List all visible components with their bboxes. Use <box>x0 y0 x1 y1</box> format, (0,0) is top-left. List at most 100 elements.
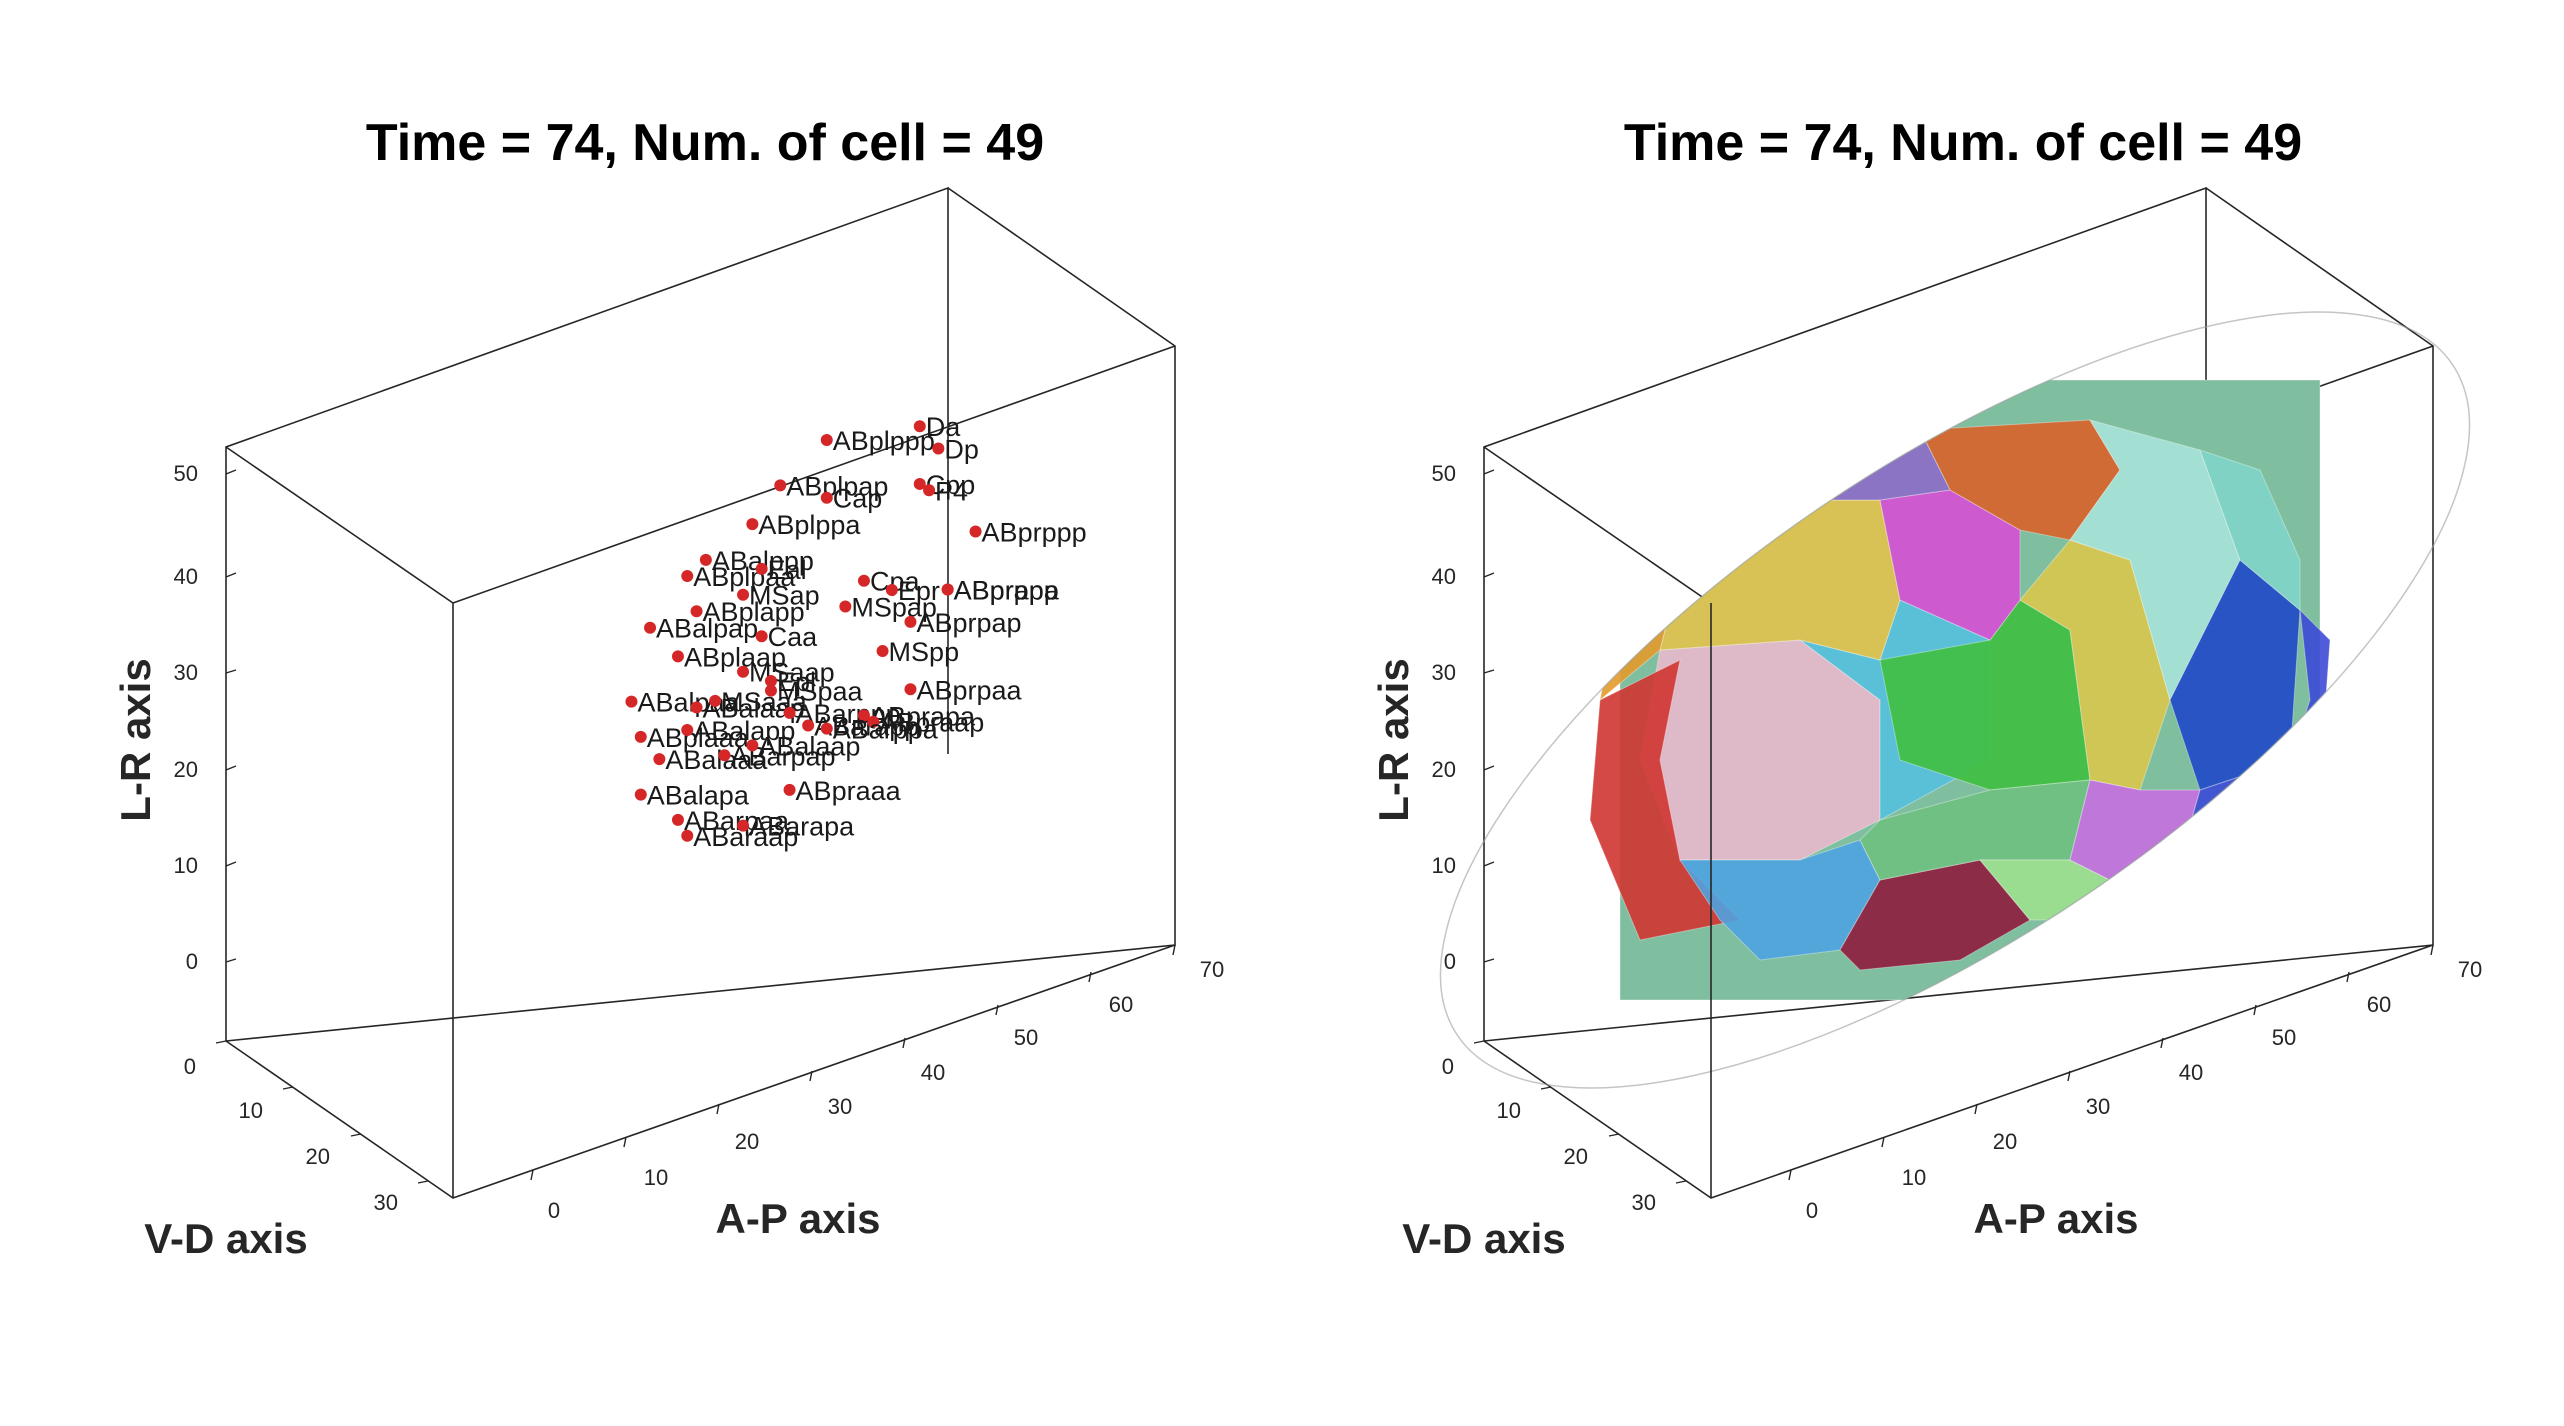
cell-point <box>737 588 750 601</box>
x-tick-label: 70 <box>1200 957 1224 982</box>
z-tick-label: 30 <box>1432 660 1456 685</box>
right-y-ticks: 0 10 20 30 <box>1442 1040 1687 1215</box>
cell-point <box>820 433 833 446</box>
cell-point <box>671 813 684 826</box>
y-tick-label: 30 <box>1632 1190 1656 1215</box>
x-tick-label: 20 <box>735 1129 759 1154</box>
cell-point-label: ABplppa <box>758 510 861 540</box>
cell-point <box>913 420 926 433</box>
cell-point <box>681 570 694 583</box>
cell-point-label: Cpp <box>926 470 976 500</box>
cell-point-label: Epl <box>777 667 816 697</box>
y-tick-label: 30 <box>374 1190 398 1215</box>
cell-point <box>941 583 954 596</box>
y-tick-label: 0 <box>184 1054 196 1079</box>
cell-point-label: ABprppp <box>982 517 1087 547</box>
cell-point <box>746 518 759 531</box>
cell-point <box>783 706 796 719</box>
cell-point-label: Da <box>926 412 961 442</box>
cell-point-label: ABarpaa <box>684 806 790 836</box>
cell-point-label: ABalaap <box>758 731 860 761</box>
cell-point <box>857 574 870 587</box>
left-plot: Time = 74, Num. of cell = 49 0 10 20 30 … <box>112 114 1224 1262</box>
cell-point-label: ABarapa <box>749 812 855 842</box>
cell-point <box>699 553 712 566</box>
cell-point <box>737 665 750 678</box>
cell-point <box>746 739 759 752</box>
y-tick-label: 20 <box>1564 1144 1588 1169</box>
z-tick-label: 40 <box>1432 564 1456 589</box>
cell-point <box>857 709 870 722</box>
cell-point <box>764 675 777 688</box>
cell-point <box>690 701 703 714</box>
left-chart-title: Time = 74, Num. of cell = 49 <box>366 114 1044 172</box>
cell-point-label: ABalpap <box>656 614 758 644</box>
cell-region <box>1659 499 1901 661</box>
cell-point <box>904 683 917 696</box>
right-x-ticks: 0 10 20 30 40 50 60 70 <box>1788 944 2482 1223</box>
cell-point <box>755 630 768 643</box>
cell-point <box>932 442 945 455</box>
x-tick-label: 40 <box>2179 1060 2203 1085</box>
cell-point-label: ABplpaa <box>693 562 796 592</box>
left-x-ticks: 0 10 20 30 40 50 60 70 <box>530 944 1224 1223</box>
x-tick-label: 30 <box>828 1094 852 1119</box>
right-z-ticks: 0 10 20 30 40 50 <box>1432 461 1495 974</box>
cell-point <box>764 684 777 697</box>
x-tick-label: 0 <box>1806 1198 1818 1223</box>
cell-point <box>644 621 657 634</box>
cell-point-label: ABprapp <box>954 575 1059 605</box>
cell-point-label: ABalpaa <box>637 688 740 718</box>
cell-point-label: Dp <box>944 434 979 464</box>
x-tick-label: 50 <box>1014 1025 1038 1050</box>
z-tick-label: 40 <box>174 564 198 589</box>
cell-point <box>634 730 647 743</box>
cell-point <box>774 479 787 492</box>
z-tick-label: 50 <box>174 461 198 486</box>
cell-point <box>969 525 982 538</box>
right-y-axis-label: V-D axis <box>1402 1215 1565 1262</box>
z-tick-label: 0 <box>1444 949 1456 974</box>
x-tick-label: 0 <box>548 1198 560 1223</box>
cell-point-label: ABalapp <box>693 716 795 746</box>
cell-point <box>802 719 815 732</box>
z-tick-label: 0 <box>186 949 198 974</box>
cell-region <box>2199 449 2301 612</box>
cell-point <box>737 819 750 832</box>
cell-region <box>2069 779 2201 881</box>
cell-point-label: ABplapp <box>703 597 805 627</box>
cell-point-label: ABprpap <box>916 608 1021 638</box>
cell-point <box>913 477 926 490</box>
cell-point <box>783 783 796 796</box>
cell-region <box>1778 429 1951 501</box>
cell-point-label: ABplaaa <box>647 723 750 753</box>
z-tick-label: 30 <box>174 660 198 685</box>
cell-point <box>904 615 917 628</box>
cell-point-label: P4 <box>935 476 968 506</box>
left-x-axis-label: A-P axis <box>716 1195 881 1242</box>
cell-point <box>867 715 880 728</box>
left-points-layer: ABplpppDaABplpapDpABplppaCapABalpppCppP4… <box>625 412 1087 852</box>
z-tick-label: 10 <box>1432 853 1456 878</box>
cell-point <box>653 753 666 766</box>
y-tick-label: 20 <box>306 1144 330 1169</box>
x-tick-label: 50 <box>2272 1025 2296 1050</box>
y-tick-label: 0 <box>1442 1054 1454 1079</box>
cell-point <box>839 600 852 613</box>
cell-point-label: MSpap <box>851 593 937 623</box>
z-tick-label: 50 <box>1432 461 1456 486</box>
cell-point <box>885 584 898 597</box>
cell-point <box>755 562 768 575</box>
cell-point-label: MSap <box>749 581 820 611</box>
cell-point <box>820 491 833 504</box>
right-z-axis-label: L-R axis <box>1370 658 1417 821</box>
cell-point-label: ABpraap <box>879 708 984 738</box>
x-tick-label: 70 <box>2458 957 2482 982</box>
z-tick-label: 10 <box>174 853 198 878</box>
cell-point-label: ABprpaa <box>916 675 1022 705</box>
right-x-axis-label: A-P axis <box>1974 1195 2139 1242</box>
x-tick-label: 60 <box>2367 992 2391 1017</box>
cell-point-label: MSpp <box>889 637 960 667</box>
cell-point <box>690 605 703 618</box>
